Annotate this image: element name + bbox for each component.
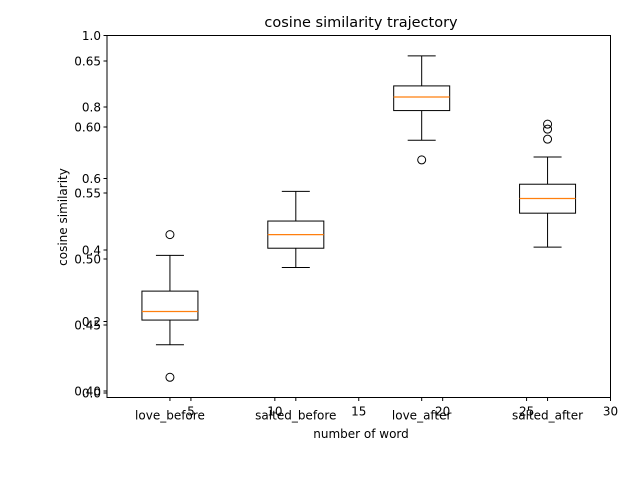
plot-marks (141, 55, 577, 382)
y-axis-secondary: 0.40 0.45 0.50 0.55 0.60 0.65 (74, 55, 107, 399)
flier-point (417, 155, 427, 165)
x-tick-label: 20 (435, 405, 450, 419)
box-salted_before (267, 190, 325, 269)
y-tick-label: 0.2 (82, 315, 101, 329)
category-tick-label: salted_after (512, 409, 583, 423)
flier-point (165, 372, 175, 382)
x-tick-label: 5 (187, 405, 195, 419)
x-tick-label: 10 (267, 405, 282, 419)
flier-point (543, 119, 553, 129)
x-axis-numeric: 5 10 15 20 25 30 (187, 397, 618, 419)
y-tick-label-secondary: 0.40 (74, 385, 101, 399)
y-tick-label-secondary: 0.60 (74, 121, 101, 135)
y-tick-label: 0.0 (82, 387, 101, 401)
x-tick-label: 25 (519, 405, 534, 419)
box-love_before (141, 230, 199, 382)
category-tick-label: salted_before (255, 409, 336, 423)
y-tick-label-secondary: 0.45 (74, 319, 101, 333)
flier-point (543, 124, 553, 134)
y-axis-label: cosine similarity (56, 168, 70, 266)
box-iqr (141, 290, 199, 321)
box-salted_after (519, 119, 577, 248)
category-tick-label: love_before (135, 409, 205, 423)
y-axis-primary: 0.0 0.2 0.4 0.6 0.8 1.0 (82, 29, 107, 401)
x-axis-label: number of word (313, 427, 409, 441)
flier-point (543, 134, 553, 144)
y-tick-label: 1.0 (82, 29, 101, 43)
box-iqr (393, 85, 451, 112)
y-tick-label: 0.8 (82, 101, 101, 115)
x-tick-label: 30 (603, 405, 618, 419)
flier-point (165, 230, 175, 240)
y-tick-label-secondary: 0.65 (74, 55, 101, 69)
x-axis-categories: love_before salted_before love_after salted… (135, 397, 583, 423)
x-tick-label: 15 (351, 405, 366, 419)
y-tick-label-secondary: 0.55 (74, 187, 101, 201)
box-love_after (393, 55, 451, 165)
y-tick-label-secondary: 0.50 (74, 253, 101, 267)
category-tick-label: love_after (392, 409, 452, 423)
chart-title: cosine similarity trajectory (264, 15, 458, 31)
y-tick-label: 0.6 (82, 172, 101, 186)
y-tick-label: 0.4 (82, 244, 101, 258)
